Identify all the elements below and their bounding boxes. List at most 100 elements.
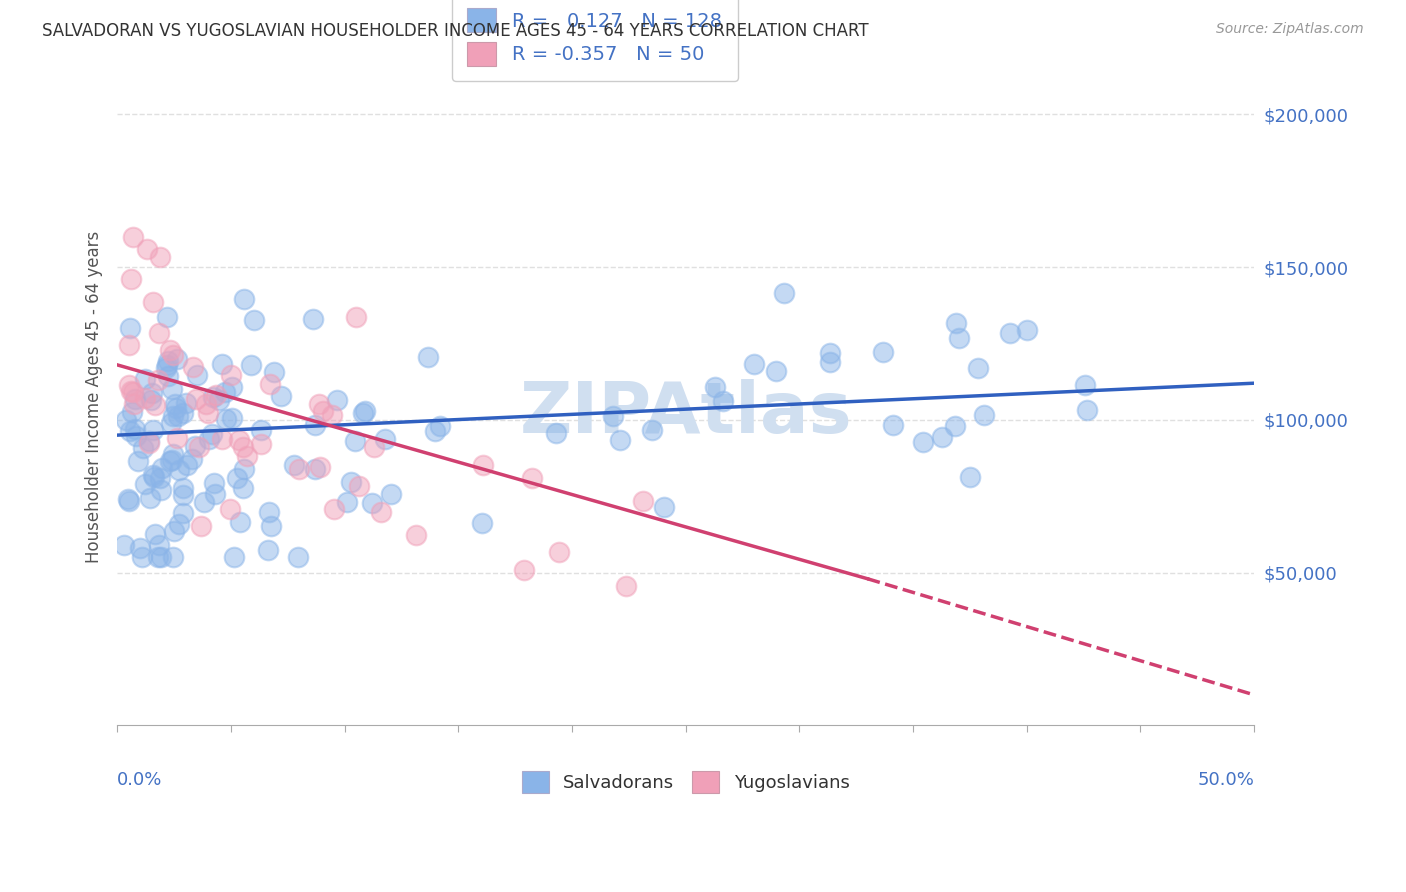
Point (250, 437, 273, 451)
Point (115, 412, 138, 426)
Point (1074, 378, 1097, 392)
Point (204, 487, 226, 501)
Point (208, 392, 231, 407)
Point (609, 433, 631, 447)
Point (142, 423, 165, 437)
Point (156, 359, 179, 373)
Point (160, 453, 183, 467)
Point (122, 229, 145, 244)
Text: ZIPAtlas: ZIPAtlas (519, 379, 852, 449)
Point (340, 475, 363, 489)
Point (163, 397, 186, 411)
Point (138, 435, 160, 450)
Point (872, 345, 894, 359)
Point (160, 416, 183, 430)
Point (652, 500, 675, 514)
Point (166, 352, 188, 367)
Text: 50.0%: 50.0% (1197, 772, 1254, 789)
Point (416, 351, 439, 365)
Point (711, 394, 734, 409)
Point (344, 310, 367, 324)
Point (146, 373, 169, 387)
Point (195, 397, 218, 411)
Point (172, 488, 194, 502)
Point (945, 418, 967, 433)
Point (343, 434, 366, 448)
Point (125, 428, 148, 442)
Point (181, 359, 204, 374)
Point (256, 542, 278, 557)
Point (143, 527, 166, 541)
Point (162, 448, 184, 462)
Point (1000, 326, 1022, 341)
Point (165, 401, 187, 415)
Point (120, 321, 142, 335)
Point (742, 357, 765, 371)
Point (215, 411, 238, 425)
Point (174, 396, 197, 410)
Point (118, 425, 141, 439)
Point (219, 368, 242, 382)
Point (156, 310, 179, 324)
Point (304, 418, 326, 433)
Point (352, 406, 374, 420)
Point (205, 388, 228, 402)
Point (360, 496, 382, 510)
Point (232, 292, 254, 306)
Point (118, 378, 141, 392)
Point (405, 528, 427, 542)
Point (259, 377, 281, 392)
Legend: Salvadorans, Yugoslavians: Salvadorans, Yugoslavians (513, 762, 859, 802)
Point (190, 519, 212, 533)
Point (132, 441, 155, 455)
Point (548, 545, 571, 559)
Point (156, 353, 179, 368)
Point (820, 355, 842, 369)
Point (149, 471, 172, 485)
Point (945, 316, 967, 330)
Point (143, 398, 166, 412)
Point (117, 491, 139, 506)
Point (176, 458, 198, 472)
Point (201, 426, 224, 441)
Point (250, 424, 273, 438)
Point (301, 312, 323, 326)
Point (614, 579, 637, 593)
Point (287, 550, 309, 565)
Point (148, 326, 170, 340)
Point (159, 454, 181, 468)
Point (120, 384, 142, 399)
Point (513, 563, 536, 577)
Point (288, 462, 311, 476)
Point (155, 361, 177, 376)
Point (257, 505, 280, 519)
Point (186, 392, 208, 406)
Point (166, 431, 188, 445)
Point (233, 461, 256, 475)
Point (180, 451, 202, 466)
Point (304, 462, 326, 476)
Point (370, 505, 392, 519)
Point (193, 495, 215, 509)
Point (641, 423, 664, 437)
Point (224, 550, 246, 565)
Point (124, 422, 146, 436)
Point (134, 477, 156, 491)
Point (226, 471, 249, 485)
Point (911, 434, 934, 449)
Point (162, 348, 184, 362)
Point (204, 475, 226, 490)
Point (214, 384, 236, 399)
Point (321, 408, 343, 422)
Text: 0.0%: 0.0% (117, 772, 163, 789)
Point (138, 434, 160, 449)
Point (228, 433, 250, 447)
Point (167, 463, 190, 477)
Point (312, 404, 335, 418)
Point (309, 459, 332, 474)
Point (363, 440, 385, 454)
Point (882, 417, 904, 432)
Point (124, 392, 146, 406)
Point (959, 470, 981, 484)
Point (1017, 323, 1039, 337)
